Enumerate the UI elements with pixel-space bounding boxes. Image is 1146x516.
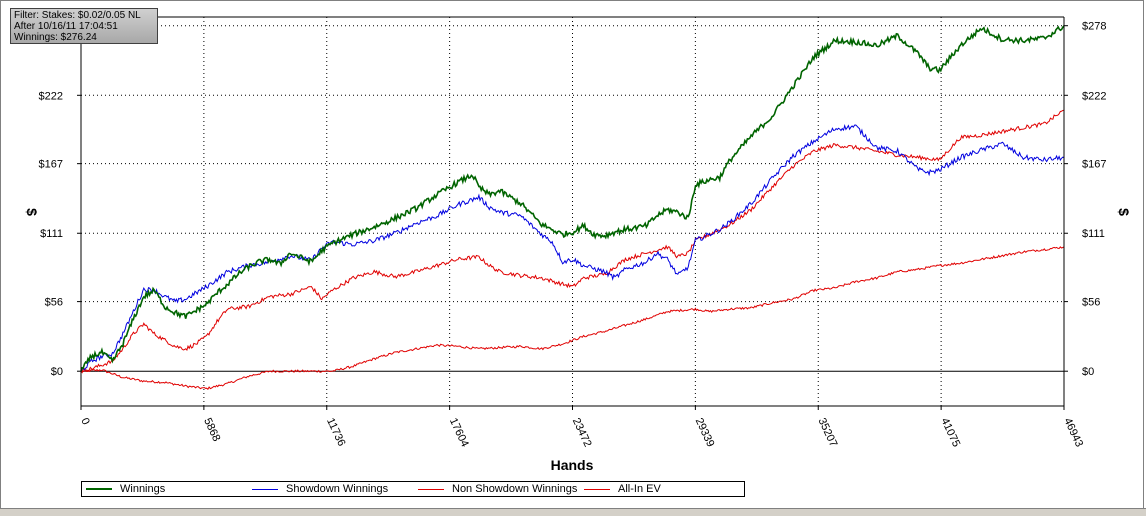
y-tick-label-left: $111 xyxy=(40,228,63,240)
legend-label-winnings: Winnings xyxy=(120,483,166,495)
legend-item-showdown: Showdown Winnings xyxy=(252,482,388,496)
legend-swatch-winnings xyxy=(86,488,112,490)
grid xyxy=(81,17,1064,406)
legend: Winnings Showdown Winnings Non Showdown … xyxy=(81,481,745,497)
filter-winnings-text: Winnings: $276.24 xyxy=(14,32,97,43)
x-tick-label: 0 xyxy=(78,416,91,427)
y-tick-label-right: $0 xyxy=(1082,366,1094,378)
x-tick-label: 17604 xyxy=(447,416,471,449)
x-tick-label: 23472 xyxy=(570,416,594,449)
y-tick-label-right: $222 xyxy=(1082,90,1106,102)
y-axis-title-left: $ xyxy=(24,208,40,216)
x-tick-label: 46943 xyxy=(1061,416,1085,449)
y-tick-label-left: $222 xyxy=(39,90,63,102)
y-tick-label-left: $167 xyxy=(39,159,63,171)
x-tick-label: 35207 xyxy=(816,416,840,449)
y-tick-label-right: $56 xyxy=(1082,297,1100,309)
series-line-winnings xyxy=(80,25,1065,372)
legend-label-non-showdown: Non Showdown Winnings xyxy=(452,483,578,495)
x-tick-label: 41075 xyxy=(938,416,962,449)
x-tick-labels: 0 5868 11736 17604 23472 29339 35207 41075 46943 xyxy=(78,416,1085,449)
legend-label-showdown: Showdown Winnings xyxy=(286,483,389,495)
filter-date-text: After 10/16/11 17:04:51 xyxy=(14,21,118,32)
filter-info-box: Filter: Stakes: $0.02/0.05 NL After 10/1… xyxy=(10,8,158,44)
y-tick-label-right: $167 xyxy=(1082,159,1106,171)
legend-item-allin-ev: All-In EV xyxy=(584,482,661,496)
legend-label-allin-ev: All-In EV xyxy=(618,483,661,495)
plot-area xyxy=(81,17,1064,406)
y-tick-label-right: $111 xyxy=(1082,228,1105,240)
y-tick-labels-right: $0 $56 $111 $167 $222 $278 xyxy=(1082,21,1106,379)
legend-swatch-showdown xyxy=(252,488,278,490)
y-axis-title-right: $ xyxy=(1116,208,1132,216)
y-tick-label-left: $56 xyxy=(45,297,63,309)
series-line-non-showdown-winnings xyxy=(80,109,1065,374)
y-tick-labels-left: $0$56$111$167$222$278 xyxy=(39,21,63,379)
legend-item-winnings: Winnings xyxy=(86,482,165,496)
series-line-allin-ev xyxy=(80,246,1065,390)
legend-swatch-non-showdown xyxy=(418,488,444,490)
series-layer xyxy=(80,25,1065,390)
legend-swatch-allin-ev xyxy=(584,488,610,490)
x-tick-label: 11736 xyxy=(324,416,347,448)
y-tick-label-left: $0 xyxy=(51,366,63,378)
x-tick-label: 29339 xyxy=(693,416,717,449)
y-tick-label-right: $278 xyxy=(1082,21,1106,33)
x-tick-label: 5868 xyxy=(201,416,222,443)
axes xyxy=(77,16,1068,410)
filter-stakes-text: Filter: Stakes: $0.02/0.05 NL xyxy=(14,10,141,21)
window-bottom-bar xyxy=(0,508,1146,516)
series-line-showdown-winnings xyxy=(80,123,1065,372)
legend-item-non-showdown: Non Showdown Winnings xyxy=(418,482,577,496)
x-axis-title: Hands xyxy=(551,457,594,473)
